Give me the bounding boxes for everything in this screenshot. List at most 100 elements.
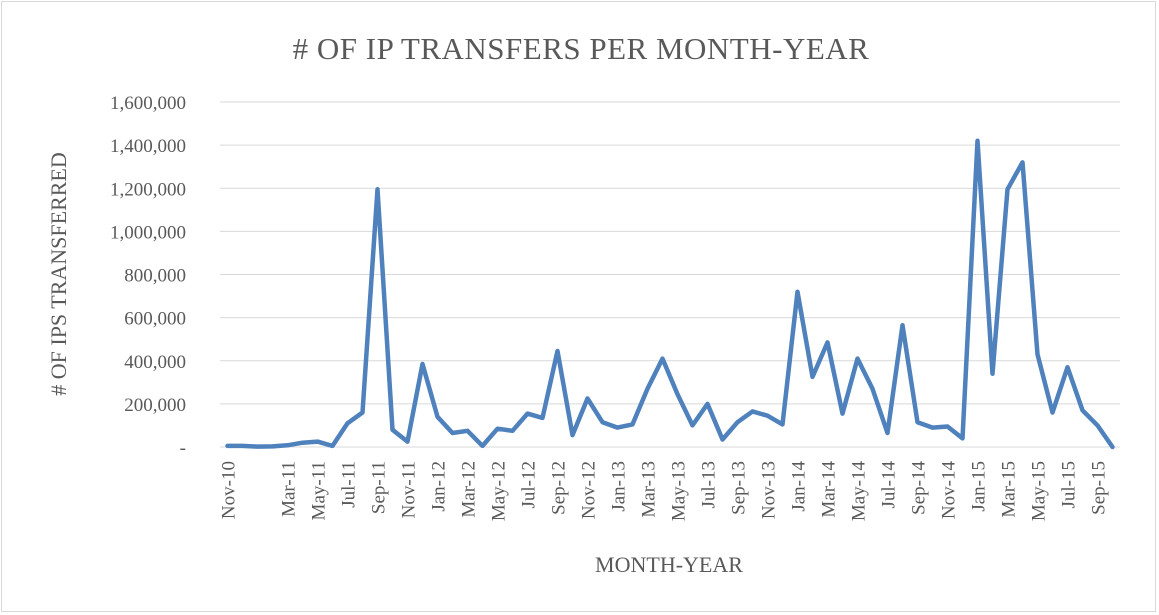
data-point: [467, 430, 468, 432]
data-point: [287, 444, 288, 446]
x-tick-label: May-15: [1029, 461, 1050, 521]
y-tick-label: 1,200,000: [110, 179, 186, 200]
data-point: [767, 415, 768, 417]
data-point: [1022, 161, 1023, 163]
x-tick-label: Sep-14: [909, 461, 930, 515]
x-tick-label: Mar-12: [459, 461, 480, 518]
data-point: [932, 427, 933, 429]
y-tick-label: 1,600,000: [110, 93, 186, 114]
x-axis-ticks: Nov-10 Mar-11 May-11 Jul-11 Sep-11 Nov-11 Jan-…: [219, 461, 1110, 522]
data-point: [587, 397, 588, 399]
x-tick-label: Sep-13: [729, 461, 750, 515]
data-point: [572, 434, 573, 436]
y-tick-label: 1,400,000: [110, 136, 186, 157]
x-tick-label: Jul-13: [699, 461, 720, 509]
data-point: [917, 421, 918, 423]
x-tick-label: Jul-15: [1059, 461, 1080, 509]
data-point: [992, 373, 993, 375]
x-tick-label: Sep-11: [369, 461, 390, 514]
y-tick-label: 600,000: [124, 309, 186, 330]
data-point: [752, 410, 753, 412]
x-tick-label: May-13: [669, 461, 690, 521]
data-point: [737, 421, 738, 423]
data-point: [482, 445, 483, 447]
y-axis-ticks: - 200,000 400,000 600,000 800,000 1,000,000 1,…: [110, 93, 186, 459]
x-tick-label: Mar-11: [279, 461, 300, 517]
data-point: [797, 291, 798, 293]
data-point: [1112, 446, 1113, 448]
data-point: [302, 442, 303, 444]
data-point: [242, 445, 243, 447]
data-point: [902, 324, 903, 326]
x-tick-label: Jan-13: [609, 461, 630, 512]
data-point: [692, 424, 693, 426]
data-point: [437, 416, 438, 418]
x-tick-label: Jan-15: [969, 461, 990, 512]
data-point: [347, 422, 348, 424]
data-point: [812, 376, 813, 378]
y-tick-label: 800,000: [124, 266, 186, 287]
x-tick-label: May-14: [849, 461, 870, 522]
x-tick-label: Nov-11: [399, 461, 420, 518]
data-point: [1082, 409, 1083, 411]
data-point: [452, 432, 453, 434]
x-tick-label: May-12: [489, 461, 510, 521]
data-point: [512, 430, 513, 432]
data-point: [647, 388, 648, 390]
data-point: [602, 421, 603, 423]
x-tick-label: Jan-12: [429, 461, 450, 512]
data-point: [497, 428, 498, 430]
data-point: [422, 363, 423, 365]
data-point: [887, 432, 888, 434]
data-point: [227, 445, 228, 447]
data-point: [632, 423, 633, 425]
data-point: [407, 441, 408, 443]
chart-title: # OF IP TRANSFERS PER MONTH-YEAR: [293, 31, 870, 66]
data-point: [272, 445, 273, 447]
data-point: [662, 358, 663, 360]
data-point: [317, 441, 318, 443]
x-tick-label: Mar-15: [999, 461, 1020, 518]
y-tick-label: 1,000,000: [110, 222, 186, 243]
data-point: [827, 341, 828, 343]
data-point: [1067, 366, 1068, 368]
x-tick-label: Sep-12: [549, 461, 570, 515]
data-point: [617, 427, 618, 429]
data-point: [1037, 353, 1038, 355]
x-tick-label: Nov-12: [579, 461, 600, 519]
data-point: [722, 438, 723, 440]
y-axis-title: # OF IPS TRANSFERRED: [46, 152, 71, 396]
x-tick-label: Nov-13: [759, 461, 780, 519]
data-point: [527, 413, 528, 415]
data-point: [362, 412, 363, 413]
data-point: [947, 426, 948, 428]
data-point: [782, 423, 783, 425]
data-point: [377, 188, 378, 190]
x-tick-label: Mar-13: [639, 461, 660, 518]
x-tick-label: Jan-14: [789, 461, 810, 512]
data-point: [332, 445, 333, 447]
data-point: [1052, 412, 1053, 413]
x-tick-label: Jul-14: [879, 461, 900, 509]
y-tick-label: 400,000: [124, 352, 186, 373]
data-point: [257, 446, 258, 448]
data-point: [707, 403, 708, 405]
x-tick-label: Nov-10: [219, 461, 240, 519]
y-tick-label: 200,000: [124, 395, 186, 416]
series-layer: [225, 138, 1115, 450]
data-point: [677, 393, 678, 395]
data-point: [857, 358, 858, 360]
data-point: [962, 437, 963, 439]
series-line: [225, 138, 1115, 450]
x-tick-label: Jul-12: [519, 461, 540, 509]
data-point: [1097, 424, 1098, 426]
data-point: [392, 429, 393, 431]
x-tick-label: May-11: [309, 461, 330, 520]
y-tick-label: -: [180, 438, 186, 459]
x-axis-title: MONTH-YEAR: [595, 552, 743, 577]
data-point: [557, 350, 558, 352]
data-point: [542, 417, 543, 419]
x-tick-label: Nov-14: [939, 461, 960, 520]
